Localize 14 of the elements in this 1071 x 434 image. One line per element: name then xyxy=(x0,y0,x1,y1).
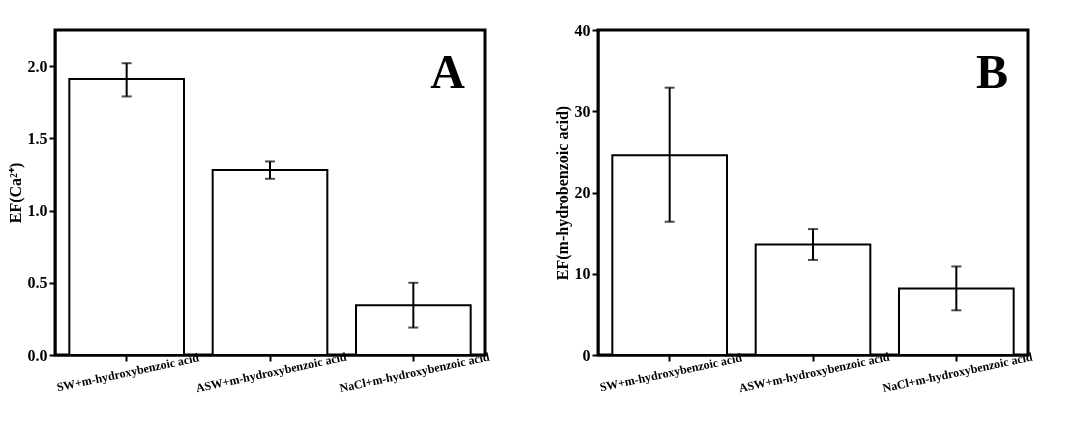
y-tick-label: 0.5 xyxy=(27,274,48,292)
annotation: B xyxy=(975,45,1008,98)
y-tick-label: 20 xyxy=(574,184,591,201)
y-tick-label: 40 xyxy=(574,21,591,39)
annotation: A xyxy=(430,45,466,98)
y-tick-label: 30 xyxy=(574,102,591,120)
y-axis-title: EF(m-hydrobenzoic acid) xyxy=(553,105,572,281)
y-tick-label: 0.0 xyxy=(27,346,48,364)
y-tick-label: 0 xyxy=(582,346,591,364)
y-tick-label: 2.0 xyxy=(27,57,48,75)
y-axis-title: EF(Ca²⁺) xyxy=(6,162,25,224)
y-tick-label: 10 xyxy=(574,265,591,283)
y-tick-label: 1.0 xyxy=(27,202,48,220)
y-tick-label: 1.5 xyxy=(27,129,48,147)
